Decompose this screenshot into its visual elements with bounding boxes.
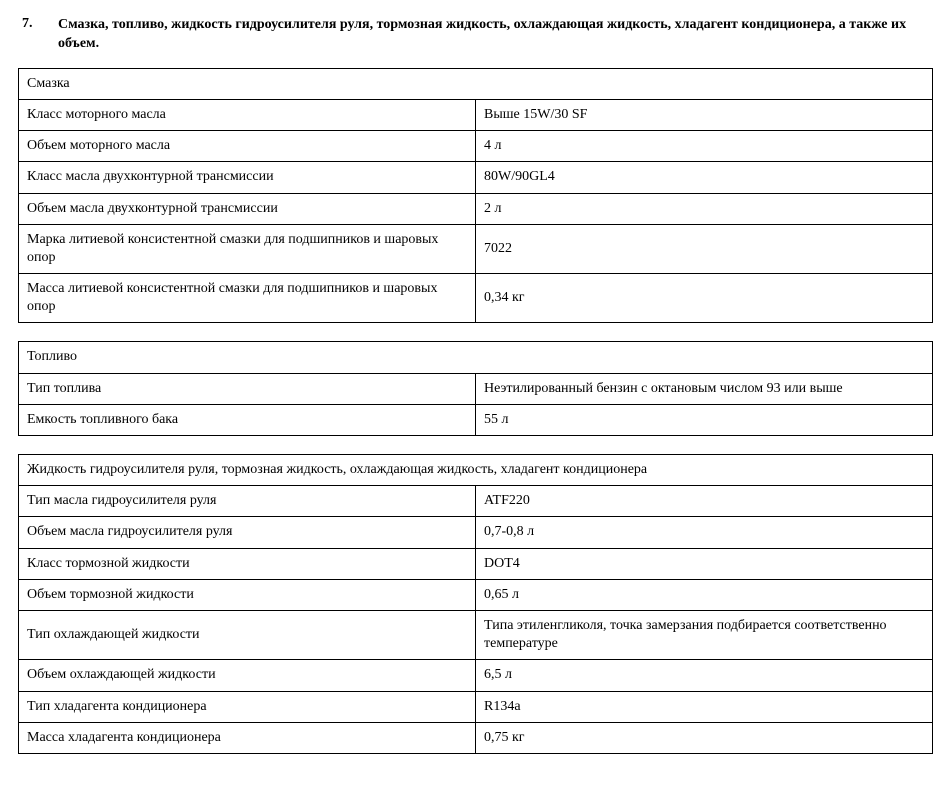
spec-label: Класс моторного масла [19, 99, 476, 130]
spec-label: Объем охлаждающей жидкости [19, 660, 476, 691]
table-row: Объем масла гидроусилителя руля0,7-0,8 л [19, 517, 933, 548]
spec-value: R134a [476, 691, 933, 722]
spec-value: 0,75 кг [476, 722, 933, 753]
section-gap [18, 323, 933, 341]
section-title: Жидкость гидроусилителя руля, тормозная … [19, 455, 933, 486]
spec-label: Класс тормозной жидкости [19, 548, 476, 579]
table-row: Емкость топливного бака55 л [19, 404, 933, 435]
table-row: Объем тормозной жидкости0,65 л [19, 579, 933, 610]
spec-label: Марка литиевой консистентной смазки для … [19, 224, 476, 273]
spec-label: Объем масла двухконтурной трансмиссии [19, 193, 476, 224]
spec-label: Объем тормозной жидкости [19, 579, 476, 610]
spec-value: 0,7-0,8 л [476, 517, 933, 548]
spec-value: 0,65 л [476, 579, 933, 610]
spec-value: DOT4 [476, 548, 933, 579]
spec-value: Неэтилированный бензин с октановым число… [476, 373, 933, 404]
heading-text: Смазка, топливо, жидкость гидроусилителя… [58, 16, 933, 54]
spec-value: 0,34 кг [476, 274, 933, 323]
table-row: Тип топливаНеэтилированный бензин с окта… [19, 373, 933, 404]
table-row: Класс тормозной жидкостиDOT4 [19, 548, 933, 579]
heading-number: 7. [18, 16, 58, 32]
spec-value: Типа этиленгликоля, точка замерзания под… [476, 610, 933, 659]
table-row: Тип хладагента кондиционераR134a [19, 691, 933, 722]
spec-value: Выше 15W/30 SF [476, 99, 933, 130]
spec-label: Тип охлаждающей жидкости [19, 610, 476, 659]
section-title: Топливо [19, 342, 933, 373]
spec-value: 80W/90GL4 [476, 162, 933, 193]
table-row: Объем моторного масла4 л [19, 131, 933, 162]
spec-value: 4 л [476, 131, 933, 162]
spec-value: ATF220 [476, 486, 933, 517]
table-row: Тип охлаждающей жидкостиТипа этиленглико… [19, 610, 933, 659]
table-row: Масса литиевой консистентной смазки для … [19, 274, 933, 323]
spec-value: 2 л [476, 193, 933, 224]
spec-label: Объем масла гидроусилителя руля [19, 517, 476, 548]
table-row: Объем охлаждающей жидкости6,5 л [19, 660, 933, 691]
spec-value: 7022 [476, 224, 933, 273]
section-title: Смазка [19, 68, 933, 99]
spec-value: 6,5 л [476, 660, 933, 691]
spec-table-lubrication: Смазка Класс моторного маслаВыше 15W/30 … [18, 68, 933, 324]
table-row: Класс масла двухконтурной трансмиссии80W… [19, 162, 933, 193]
spec-label: Тип хладагента кондиционера [19, 691, 476, 722]
spec-label: Объем моторного масла [19, 131, 476, 162]
section-heading: 7. Смазка, топливо, жидкость гидроусилит… [18, 16, 933, 54]
spec-table-fluids: Жидкость гидроусилителя руля, тормозная … [18, 454, 933, 754]
spec-value: 55 л [476, 404, 933, 435]
spec-label: Тип топлива [19, 373, 476, 404]
table-row: Тип масла гидроусилителя руляATF220 [19, 486, 933, 517]
section-gap [18, 436, 933, 454]
spec-label: Тип масла гидроусилителя руля [19, 486, 476, 517]
spec-label: Масса хладагента кондиционера [19, 722, 476, 753]
table-row: Объем масла двухконтурной трансмиссии2 л [19, 193, 933, 224]
table-row: Класс моторного маслаВыше 15W/30 SF [19, 99, 933, 130]
spec-label: Емкость топливного бака [19, 404, 476, 435]
table-row: Марка литиевой консистентной смазки для … [19, 224, 933, 273]
spec-label: Масса литиевой консистентной смазки для … [19, 274, 476, 323]
spec-label: Класс масла двухконтурной трансмиссии [19, 162, 476, 193]
table-row: Масса хладагента кондиционера0,75 кг [19, 722, 933, 753]
spec-table-fuel: Топливо Тип топливаНеэтилированный бензи… [18, 341, 933, 436]
